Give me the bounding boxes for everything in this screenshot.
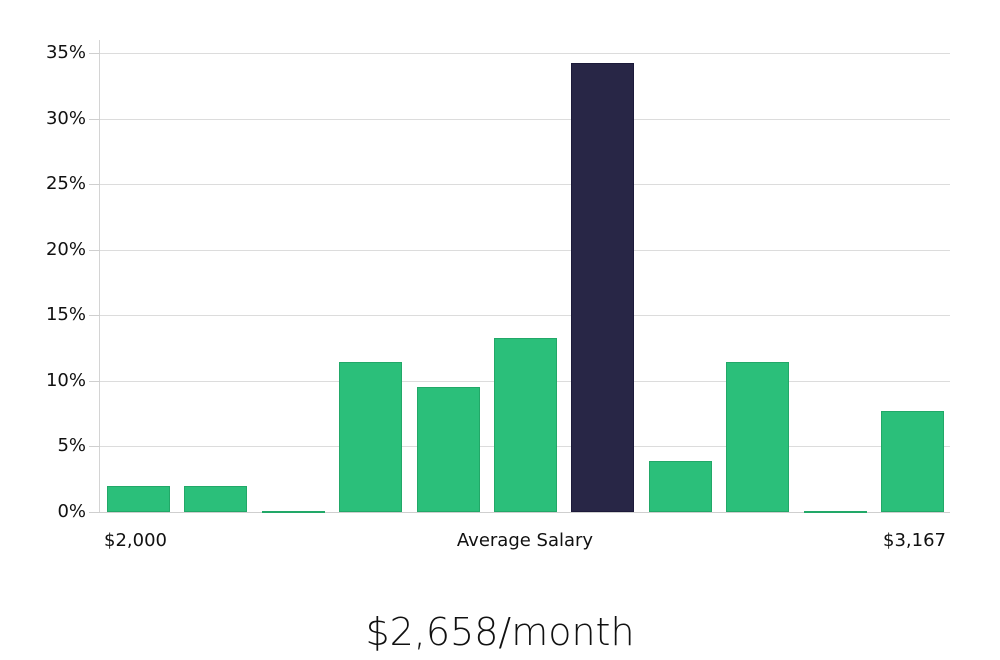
x-min-label: $2,000: [104, 530, 167, 551]
y-tick-mark: [89, 53, 100, 54]
bar: [262, 510, 325, 513]
x-axis-line: [100, 512, 950, 513]
gridline: [100, 315, 950, 316]
gridline: [100, 119, 950, 120]
x-max-label: $3,167: [883, 530, 946, 551]
bar: [494, 337, 557, 512]
y-tick-label: 20%: [45, 239, 86, 260]
y-tick-mark: [89, 119, 100, 120]
gridline: [100, 184, 950, 185]
y-tick-mark: [89, 315, 100, 316]
bar: [726, 362, 789, 512]
y-tick-mark: [89, 250, 100, 251]
bar: [184, 485, 247, 512]
y-tick-label: 5%: [57, 435, 86, 456]
average-salary-value: $2,658/month: [365, 610, 635, 654]
salary-histogram: 0% 5% 10% 15% 20% 25% 30% 35% $2,000 Average Sa…: [45, 40, 950, 551]
y-tick-label: 35%: [45, 42, 86, 63]
y-tick-label: 10%: [45, 370, 86, 391]
bar: [804, 510, 867, 513]
bar: [107, 485, 170, 512]
y-tick-label: 15%: [45, 304, 86, 325]
y-tick-label: 30%: [45, 108, 86, 129]
y-axis-line: [99, 40, 100, 512]
y-tick-mark: [89, 184, 100, 185]
bar: [649, 460, 712, 512]
y-tick-label: 25%: [45, 173, 86, 194]
gridline: [100, 250, 950, 251]
bar: [881, 411, 944, 512]
y-tick-mark: [89, 446, 100, 447]
bar-highlighted: [571, 63, 634, 512]
y-tick-mark: [89, 512, 100, 513]
bar: [417, 387, 480, 512]
x-axis-title: Average Salary: [456, 530, 594, 551]
y-tick-label: 0%: [57, 501, 86, 522]
y-tick-mark: [89, 381, 100, 382]
bar: [339, 362, 402, 512]
gridline: [100, 53, 950, 54]
